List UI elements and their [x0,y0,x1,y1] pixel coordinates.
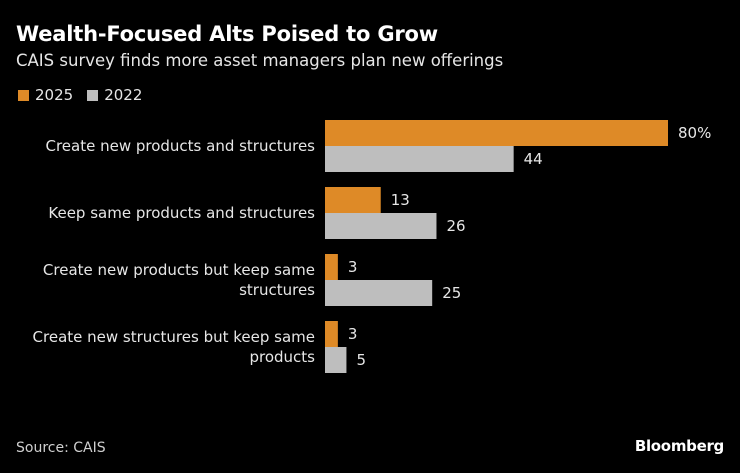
bar-2022 [325,213,437,239]
bar-2025 [325,120,668,146]
source-note: Source: CAIS [16,440,106,456]
bar-2025 [325,187,381,213]
legend: 2025 2022 [18,86,156,104]
value-label: 44 [524,150,543,168]
chart-title: Wealth-Focused Alts Poised to Grow [16,22,438,46]
bar-group: Create new products and structures 80% 44 [45,120,711,172]
value-label: 5 [356,351,366,369]
legend-swatch-2025 [18,89,29,101]
bar-group: Create new structures but keep same produ… [33,321,366,373]
category-label: Create new structures but keep same [33,328,315,346]
bar-group: Create new products but keep same structu… [43,254,461,306]
value-label: 26 [446,217,465,235]
category-label: products [249,348,315,366]
category-label: Create new products and structures [45,137,315,155]
legend-swatch-2022 [87,89,99,101]
category-label: Keep same products and structures [48,204,315,222]
category-label: structures [239,281,315,299]
value-label: 13 [391,191,410,209]
value-label: 80% [678,124,711,142]
bar-2025 [325,254,338,280]
bar-2022 [325,280,433,306]
value-label: 3 [348,258,358,276]
bar-2025 [325,321,338,347]
value-label: 25 [442,284,461,302]
chart-subtitle: CAIS survey finds more asset managers pl… [16,51,504,70]
bar-group: Keep same products and structures 13 26 [48,187,466,239]
legend-label-2022: 2022 [104,86,143,104]
legend-label-2025: 2025 [35,86,74,104]
legend-item-2025: 2025 [18,86,73,104]
bar-2022 [325,347,347,373]
value-label: 3 [348,325,358,343]
bar-2022 [325,146,514,172]
bloomberg-logo: Bloomberg [634,437,724,455]
category-label: Create new products but keep same [43,261,315,279]
legend-item-2022: 2022 [87,86,142,104]
